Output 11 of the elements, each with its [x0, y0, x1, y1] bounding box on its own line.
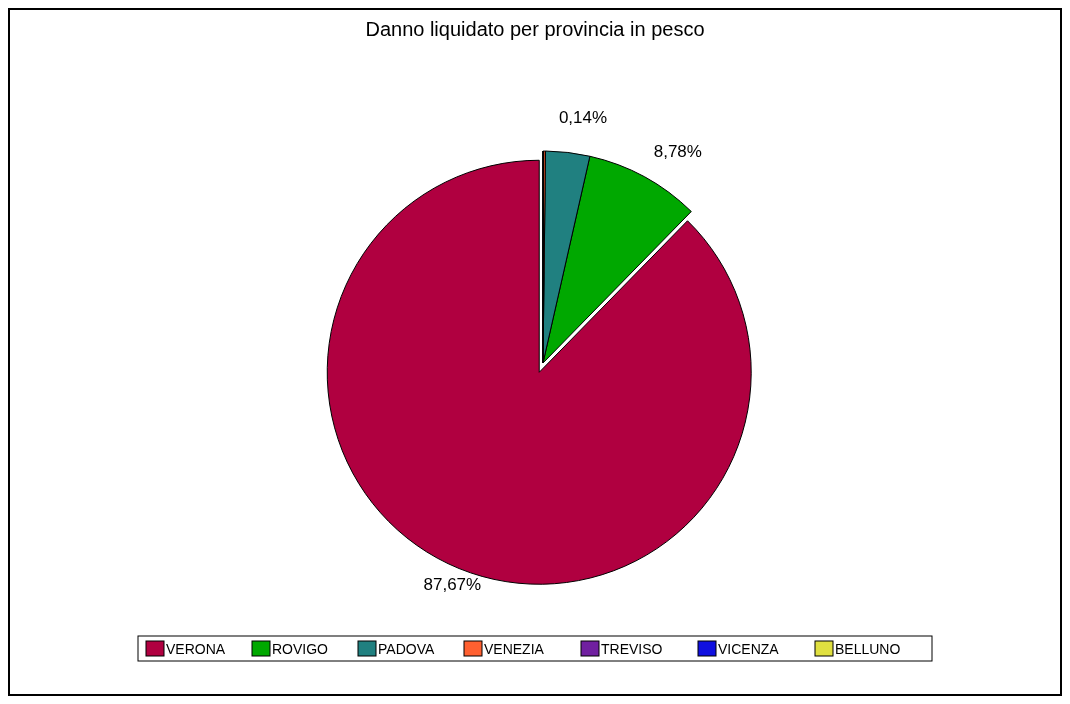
legend-label: ROVIGO	[272, 641, 329, 657]
data-label: 8,78%	[653, 141, 702, 161]
legend-label: VERONA	[166, 641, 226, 657]
data-label: 87,67%	[423, 574, 482, 594]
legend-label: PADOVA	[378, 641, 435, 657]
legend-label: TREVISO	[601, 641, 663, 657]
chart-title: Danno liquidato per provincia in pesco	[365, 18, 705, 40]
legend-label: VENEZIA	[484, 641, 545, 657]
legend-label: VICENZA	[718, 641, 780, 657]
data-label: 0,14%	[558, 108, 608, 128]
legend-label: BELLUNO	[835, 641, 901, 657]
